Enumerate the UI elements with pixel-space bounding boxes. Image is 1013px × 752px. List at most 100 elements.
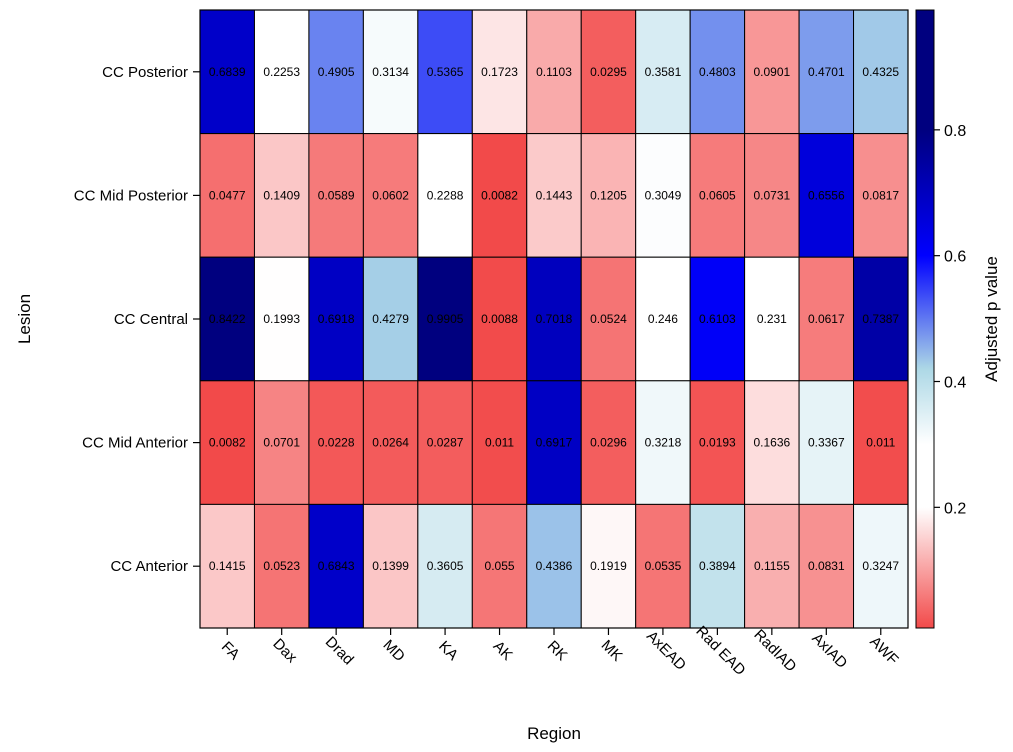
- colorbar-tick-label: 0.4: [944, 375, 966, 392]
- cell-value-label: 0.0605: [699, 188, 736, 202]
- heatmap-cell: [635, 133, 691, 258]
- cell-value-label: 0.3894: [699, 559, 736, 573]
- cell-value-label: 0.4905: [318, 65, 355, 79]
- heatmap-cell: [853, 256, 909, 382]
- cell-value-label: 0.1155: [754, 559, 790, 573]
- row-tick-label: CC Mid Anterior: [82, 435, 188, 452]
- column-tick-label: AxEAD: [643, 628, 689, 674]
- heatmap-cell: [308, 380, 364, 505]
- cell-value-label: 0.4386: [536, 559, 573, 573]
- cell-value-label: 0.055: [485, 559, 515, 573]
- cell-value-label: 0.3049: [645, 188, 682, 202]
- cell-value-label: 0.0817: [862, 188, 899, 202]
- heatmap-cell: [526, 380, 582, 505]
- cell-value-label: 0.0589: [318, 188, 355, 202]
- heatmap-cell: [853, 9, 909, 135]
- cell-value-label: 0.4325: [862, 65, 899, 79]
- cell-value-label: 0.0287: [427, 436, 464, 450]
- cell-value-label: 0.3605: [427, 559, 464, 573]
- column-tick-label: RK: [544, 637, 571, 664]
- heatmap-cell: [798, 503, 855, 629]
- heatmap-cell: [689, 133, 746, 258]
- heatmap-cell: [362, 9, 419, 135]
- cell-value-label: 0.6843: [318, 559, 355, 573]
- cell-value-label: 0.6917: [536, 436, 573, 450]
- column-tick-label: Dax: [269, 635, 300, 666]
- cell-value-label: 0.4701: [808, 65, 845, 79]
- heatmap-cell: [580, 380, 637, 505]
- heatmap-cell: [417, 256, 473, 382]
- column-tick-label: FA: [218, 638, 243, 663]
- x-axis-title: Region: [527, 724, 581, 743]
- colorbar: 0.2 0.4 0.6 0.8 Adjusted p value: [915, 9, 1001, 629]
- cell-value-label: 0.6103: [699, 312, 736, 326]
- cell-value-label: 0.6918: [318, 312, 355, 326]
- column-tick-labels: FA Dax Drad MD KA AK RK MK AxEAD Rad EAD RadIAD AxI…: [218, 623, 902, 679]
- heatmap-cell: [471, 9, 528, 135]
- cell-value-label: 0.0617: [808, 312, 845, 326]
- cell-value-label: 0.5365: [427, 65, 464, 79]
- column-tick-label: Drad: [322, 633, 357, 668]
- cell-value-label: 0.011: [866, 436, 895, 450]
- colorbar-tick-label: 0.2: [944, 500, 966, 517]
- cell-value-label: 0.246: [648, 312, 678, 326]
- cell-value-label: 0.231: [757, 312, 787, 326]
- cell-value-label: 0.1919: [590, 559, 627, 573]
- row-tick-label: CC Posterior: [102, 64, 188, 81]
- heatmap-cell: [471, 133, 528, 258]
- cell-value-label: 0.1415: [209, 559, 246, 573]
- cell-value-label: 0.0602: [372, 188, 409, 202]
- heatmap-cell: [689, 9, 746, 135]
- heatmap-cell: [308, 503, 364, 629]
- cell-value-label: 0.0901: [753, 65, 790, 79]
- heatmap-cell: [744, 380, 800, 505]
- cell-value-label: 0.6556: [808, 188, 845, 202]
- cell-value-label: 0.0264: [372, 436, 409, 450]
- row-tick-label: CC Central: [114, 311, 188, 328]
- cell-value-label: 0.1723: [481, 65, 518, 79]
- heatmap-cell: [689, 380, 746, 505]
- heatmap-cell: [308, 256, 364, 382]
- heatmap-cell: [635, 256, 691, 382]
- column-tick-label: Rad EAD: [692, 623, 748, 679]
- heatmap-cell: [798, 256, 855, 382]
- cell-value-label: 0.0524: [590, 312, 627, 326]
- heatmap-cell: [199, 133, 255, 258]
- column-tick-label: AK: [490, 638, 516, 664]
- cell-value-label: 0.0228: [318, 436, 355, 450]
- heatmap-cell: [362, 503, 419, 629]
- cell-value-label: 0.1636: [753, 436, 790, 450]
- column-tick-label: RadIAD: [750, 626, 799, 675]
- heatmap-cell: [635, 503, 691, 629]
- row-tick-label: CC Anterior: [110, 558, 188, 575]
- heatmap-cell: [580, 9, 637, 135]
- colorbar-tick-label: 0.6: [944, 249, 966, 266]
- cell-value-label: 0.0296: [590, 436, 627, 450]
- cell-value-label: 0.7018: [536, 312, 573, 326]
- heatmap-cell: [689, 256, 746, 382]
- cell-value-label: 0.1399: [372, 559, 409, 573]
- cell-value-label: 0.0295: [590, 65, 627, 79]
- cell-value-label: 0.0088: [481, 312, 518, 326]
- cell-value-label: 0.2253: [263, 65, 300, 79]
- cell-value-label: 0.3367: [808, 436, 845, 450]
- heatmap-cell: [471, 380, 528, 505]
- heatmap-cell: [417, 9, 473, 135]
- cell-value-label: 0.0831: [808, 559, 845, 573]
- heatmap-cell: [308, 133, 364, 258]
- colorbar-title: Adjusted p value: [982, 256, 1001, 382]
- heatmap-cell: [253, 256, 310, 382]
- colorbar-ticks: 0.2 0.4 0.6 0.8: [934, 123, 966, 517]
- cell-value-label: 0.6839: [209, 65, 246, 79]
- cell-value-label: 0.1103: [536, 65, 572, 79]
- row-tick-label: CC Mid Posterior: [74, 187, 188, 204]
- heatmap-cell: [635, 380, 691, 505]
- cell-value-label: 0.3247: [862, 559, 899, 573]
- colorbar-tick-label: 0.8: [944, 123, 966, 140]
- cell-value-label: 0.0731: [753, 188, 790, 202]
- cell-value-label: 0.0082: [481, 188, 518, 202]
- heatmap-cell: [580, 133, 637, 258]
- heatmap-cell: [417, 133, 473, 258]
- heatmap-cells: 0.6839 0.2253 0.4905 0.3134 0.5365 0.1723 0.11…: [199, 9, 909, 629]
